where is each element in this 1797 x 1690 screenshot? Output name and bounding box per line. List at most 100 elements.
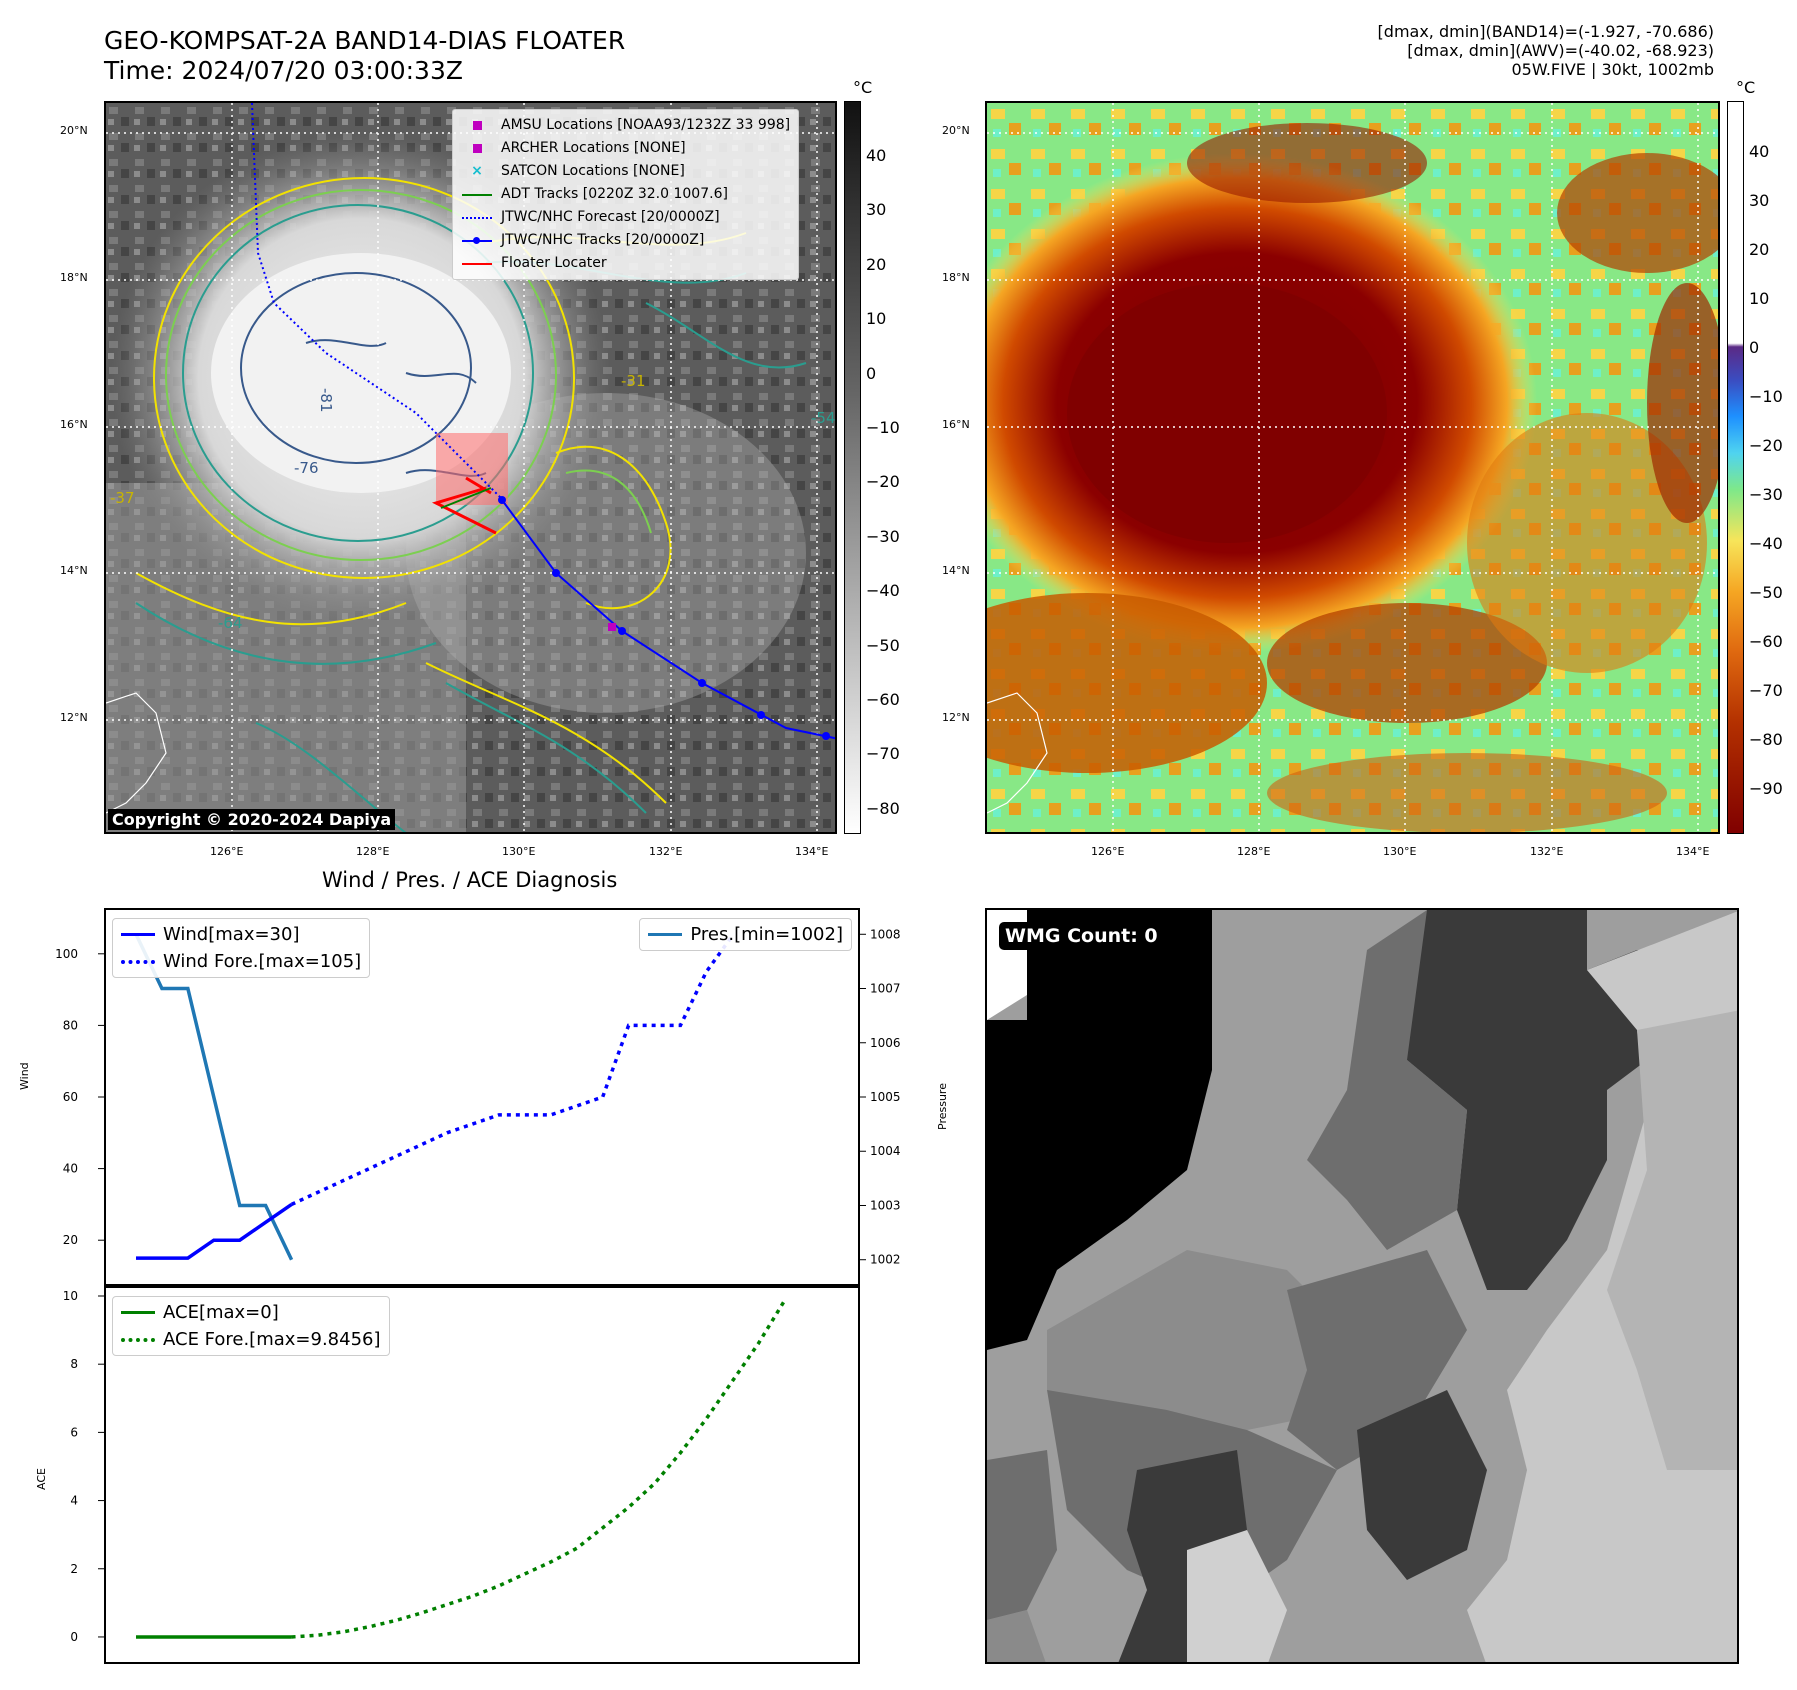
solid-line-icon [648,933,683,936]
lon-tick: 134°E [795,845,829,858]
colorbar-tick: −20 [866,472,900,491]
wind-tick-label: 100 [55,947,78,961]
legend-item-ace-forecast: ACE Fore.[max=9.8456] [121,1326,381,1353]
pressure-tick-label: 1007 [870,982,901,996]
colorbar-tick: −50 [866,636,900,655]
square-marker-icon [461,119,493,133]
dotted-line-icon [121,1337,155,1342]
colorbar-tick: −30 [1749,485,1783,504]
stats-line-1: [dmax, dmin](BAND14)=(-1.927, -70.686) [1377,22,1714,41]
wind-plot-frame [104,908,860,1286]
stats-block: [dmax, dmin](BAND14)=(-1.927, -70.686) [… [1378,22,1714,79]
diagnosis-chart-svg: 1008060402010081007100610051004100310021… [55,908,901,1664]
contour-label: -54 [811,409,836,427]
wmg-count-badge: WMG Count: 0 [999,922,1164,950]
awv-map-image [987,103,1718,832]
colorbar-tick: −10 [866,418,900,437]
awv-gridlines [987,103,1718,832]
ir-map-panel: -76 -81 -31 -54 -37 -64 AMSU Locations [… [104,101,837,834]
figure-title: GEO-KOMPSAT-2A BAND14-DIAS FLOATER Time:… [104,26,625,86]
colorbar-tick: −60 [866,690,900,709]
diagnosis-chart: 100 80 60 40 20 1008 1007 1006 1005 1004 1003 1002 1… [55,908,901,1668]
contour-label: -81 [317,388,335,413]
pressure-tick-label: 1006 [870,1036,901,1050]
colorbar-tick: 20 [1749,240,1770,259]
title-line-2: Time: 2024/07/20 03:00:33Z [104,56,463,85]
lat-tick: 20°N [942,124,970,137]
pressure-axis-title: Pressure [936,1083,949,1130]
square-marker-icon [461,142,493,156]
wind-tick-label: 80 [63,1018,78,1032]
lat-tick: 12°N [942,711,970,724]
lat-tick: 12°N [60,711,88,724]
ace-tick-label: 0 [70,1630,78,1644]
legend-item-archer: ARCHER Locations [NONE] [461,137,790,160]
copyright-label: Copyright © 2020-2024 Dapiya [108,809,396,830]
legend-item-forecast: JTWC/NHC Forecast [20/0000Z] [461,206,790,229]
awv-map-panel [985,101,1720,834]
pressure-legend: Pres.[min=1002] [639,918,852,951]
legend-label: AMSU Locations [NOAA93/1232Z 33 998] [501,117,791,133]
lon-tick: 126°E [1091,845,1125,858]
colorbar-tick: 30 [866,200,887,219]
jtwc-track [501,499,835,740]
wind-line [136,1202,293,1260]
map-legend: AMSU Locations [NOAA93/1232Z 33 998] ARC… [452,109,800,280]
ace-forecast-line [291,1300,786,1639]
colorbar-tick: −90 [1749,779,1783,798]
pressure-tick-label: 1003 [870,1198,901,1212]
colorbar-tick: 40 [1749,142,1770,161]
pressure-tick-label: 1002 [870,1253,901,1267]
colorbar-tick: −80 [1749,730,1783,749]
wind-tick-label: 60 [63,1090,78,1104]
solid-line-icon [121,933,155,936]
lon-tick: 126°E [210,845,244,858]
awv-colorbar [1727,101,1744,834]
lon-tick: 134°E [1676,845,1710,858]
wmg-image [987,910,1737,1662]
wind-tick-label: 20 [63,1233,78,1247]
legend-item-floater: Floater Locater [461,252,790,275]
wind-axis-title: Wind [18,1062,31,1090]
legend-label: ACE[max=0] [163,1302,279,1323]
colorbar-unit: °C [1736,78,1756,97]
jtwc-track-points [498,496,830,740]
ace-legend: ACE[max=0] ACE Fore.[max=9.8456] [112,1296,390,1356]
lat-tick: 18°N [60,271,88,284]
wind-legend: Wind[max=30] Wind Fore.[max=105] [112,918,371,978]
solid-line-icon [461,257,493,271]
contour-label: -31 [621,372,646,390]
legend-item-adt: ADT Tracks [0220Z 32.0 1007.6] [461,183,790,206]
colorbar-tick: 10 [1749,289,1770,308]
solid-line-icon [461,188,493,202]
colorbar-tick: 10 [866,309,887,328]
ace-plot-frame [104,1286,860,1664]
diagnosis-title: Wind / Pres. / ACE Diagnosis [322,868,618,892]
legend-item-satcon: × SATCON Locations [NONE] [461,160,790,183]
colorbar-tick: 30 [1749,191,1770,210]
x-marker-icon: × [471,163,483,179]
legend-item-tracks: JTWC/NHC Tracks [20/0000Z] [461,229,790,252]
wind-tick-label: 40 [63,1162,78,1176]
colorbar-tick: 0 [866,364,877,383]
lat-tick: 20°N [60,124,88,137]
lat-tick: 14°N [942,564,970,577]
legend-label: ADT Tracks [0220Z 32.0 1007.6] [501,186,728,202]
adt-track [440,487,492,509]
lon-tick: 130°E [502,845,536,858]
legend-label: ARCHER Locations [NONE] [501,140,686,156]
colorbar-tick: −20 [1749,436,1783,455]
contour-label: -64 [218,614,243,632]
legend-item-wind-forecast: Wind Fore.[max=105] [121,948,361,975]
legend-item-amsu: AMSU Locations [NOAA93/1232Z 33 998] [461,114,790,137]
ace-axis-title: ACE [35,1468,48,1490]
pressure-tick-label: 1008 [870,927,901,941]
amsu-marker [608,623,616,631]
colorbar-tick: −40 [866,581,900,600]
solid-line-icon [121,1311,155,1314]
legend-item-ace: ACE[max=0] [121,1299,381,1326]
lon-tick: 130°E [1383,845,1417,858]
colorbar-unit: °C [853,78,873,97]
coastline [987,692,1048,814]
colorbar-tick: −10 [1749,387,1783,406]
